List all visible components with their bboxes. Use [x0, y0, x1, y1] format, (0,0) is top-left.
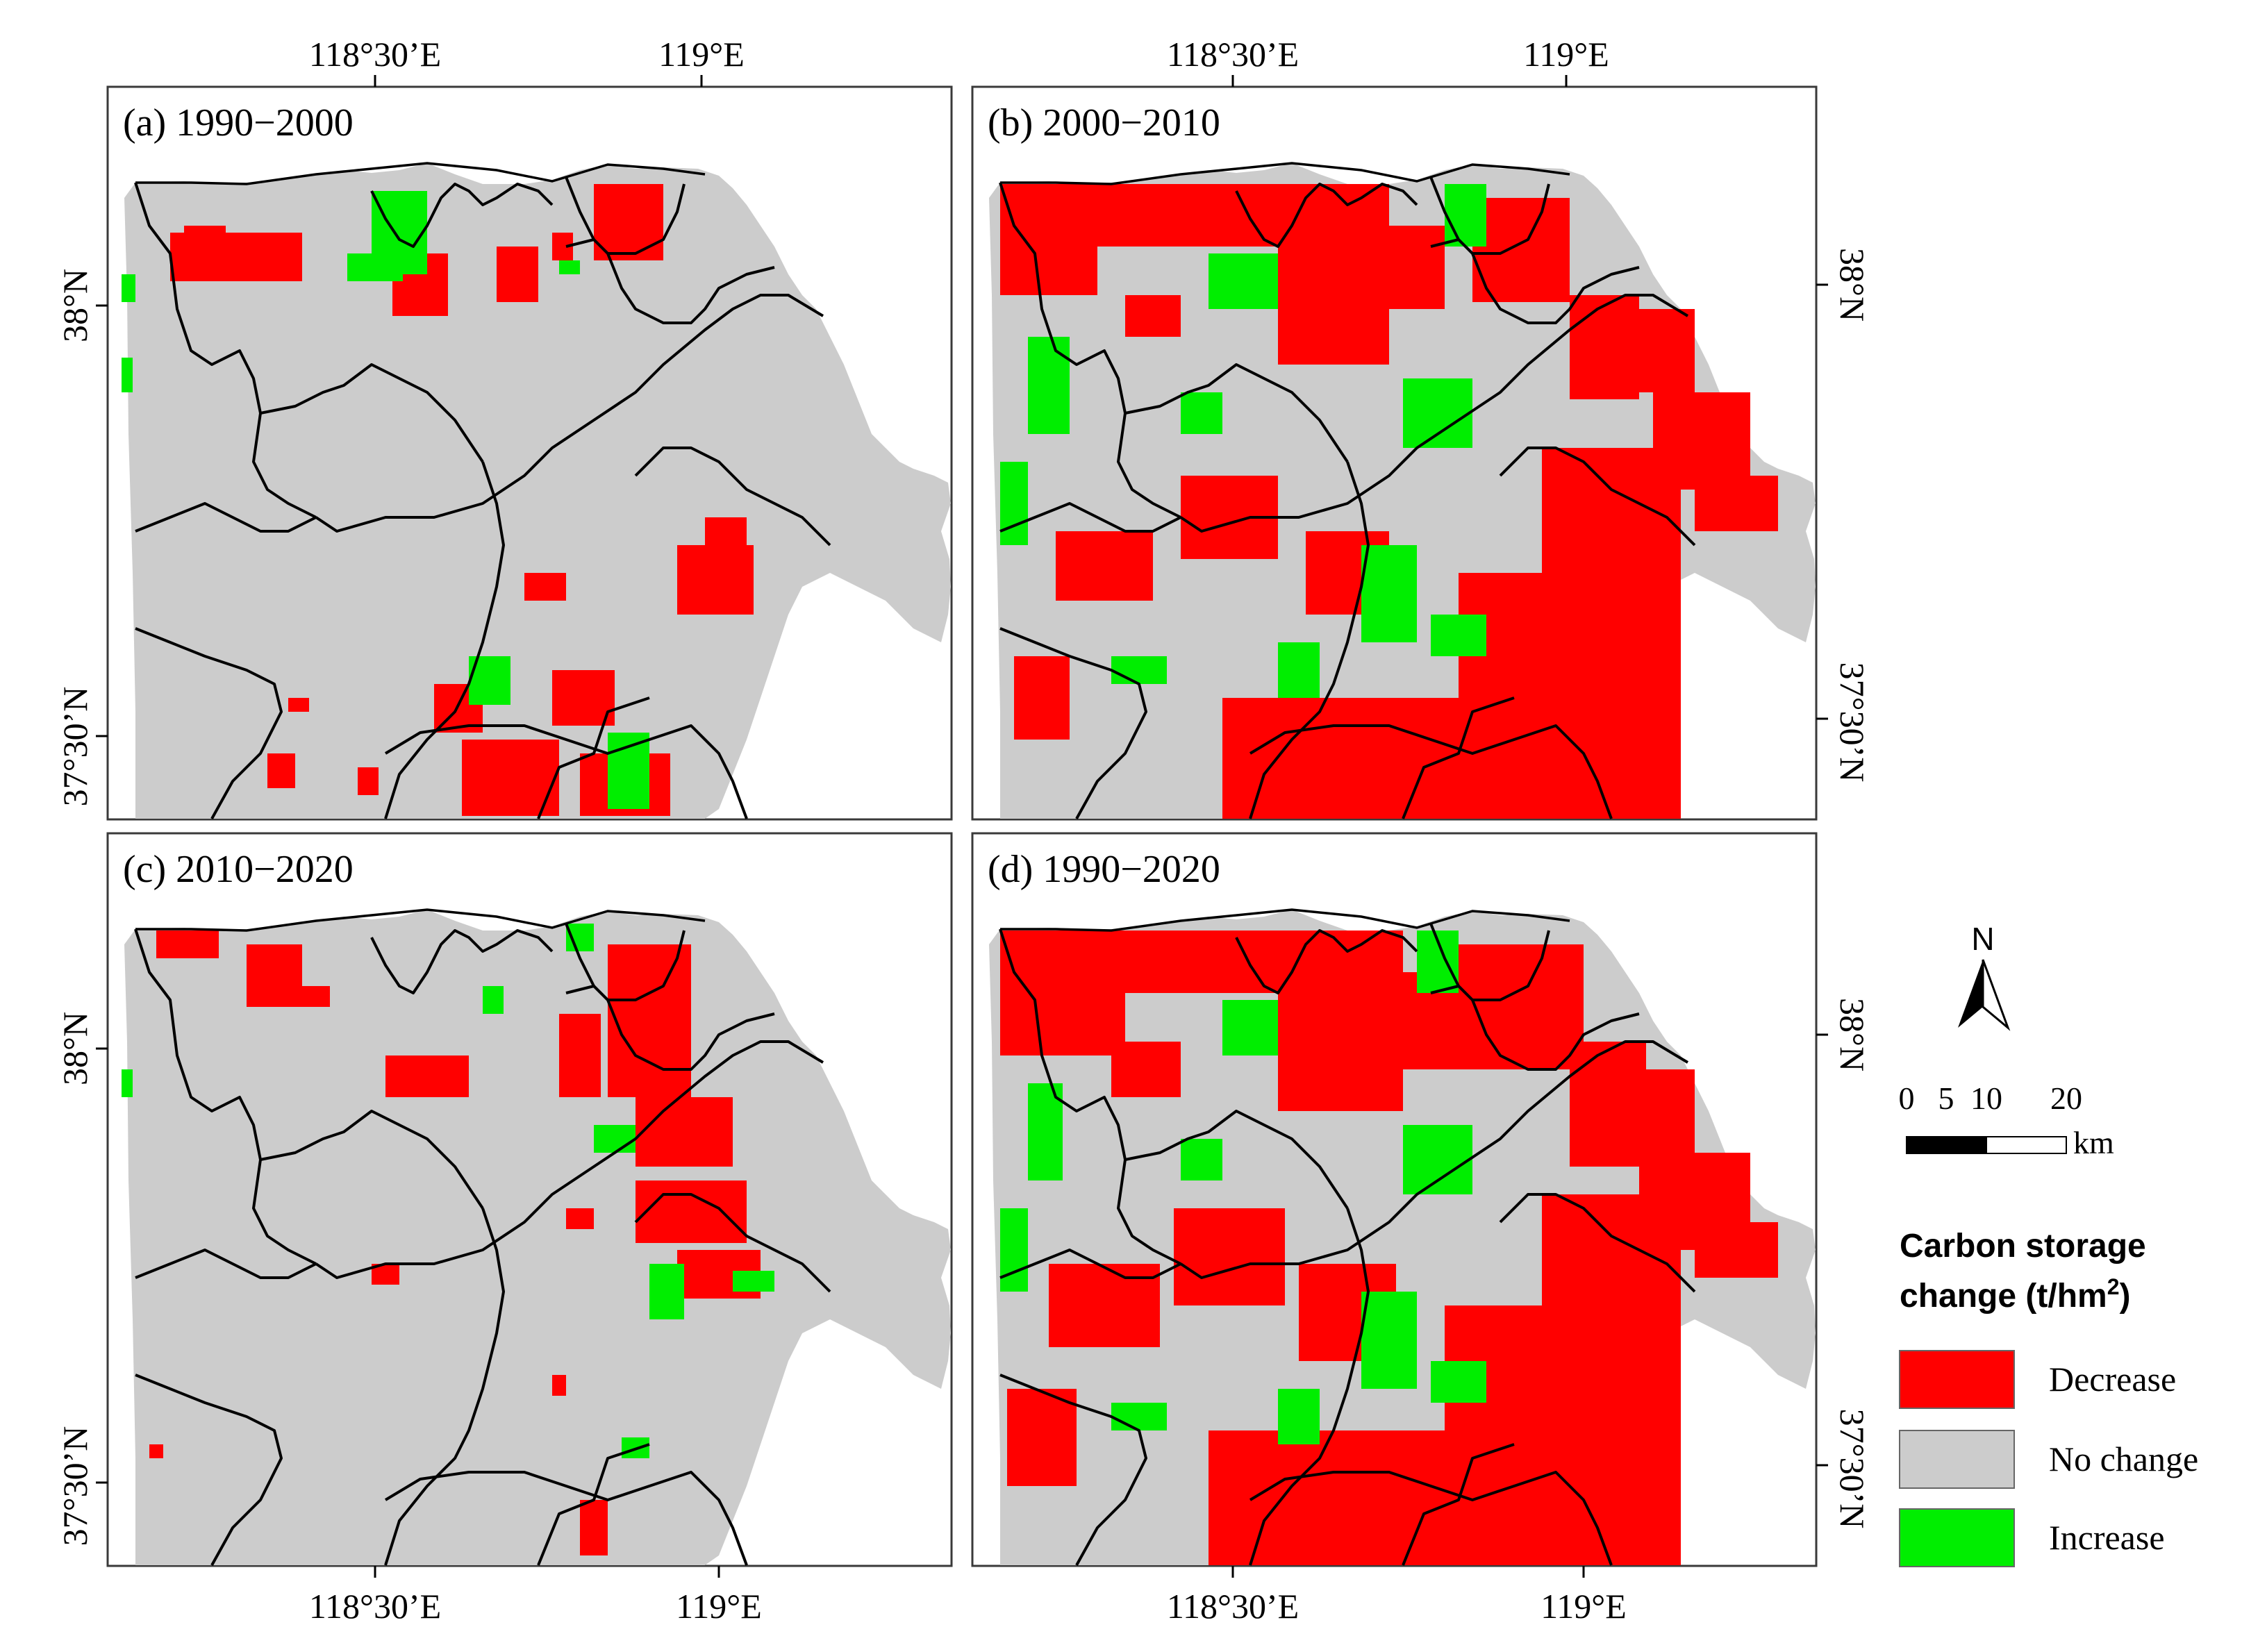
lon-label-a1: 118°30’E: [309, 35, 441, 74]
legend-swatch-decrease: [1899, 1350, 2015, 1409]
legend-title-sup: 2: [2107, 1274, 2120, 1299]
panel-label-d: (d) 1990−2020: [988, 848, 1220, 891]
lat-label-c1: 38°N: [56, 1012, 94, 1085]
scale-tick-0: 0: [1899, 1081, 1915, 1116]
panel-c: (c) 2010−2020: [106, 832, 953, 1567]
lat-label-d2: 37°30’N: [1833, 1409, 1872, 1529]
increase-patches-c: [122, 924, 774, 1458]
lon-label-d1: 118°30’E: [1167, 1587, 1299, 1626]
scale-tick-5: 5: [1938, 1081, 1954, 1116]
bottom-lon-ticks: 118°30’E 119°E 118°30’E 119°E: [309, 1566, 1627, 1626]
legend-title-line1: Carbon storage: [1900, 1228, 2146, 1265]
legend-label-increase: Increase: [2049, 1518, 2165, 1557]
panel-a: (a) 1990−2000: [106, 85, 953, 821]
right-lat-ticks: 38°N 37°30’N 38°N 37°30’N: [1816, 248, 1872, 1528]
panel-b: (b) 2000−2010: [971, 85, 1818, 821]
scale-unit: km: [2073, 1125, 2114, 1160]
lon-label-c2: 119°E: [676, 1587, 762, 1626]
lon-label-b2: 119°E: [1523, 35, 1609, 74]
lon-label-d2: 119°E: [1541, 1587, 1627, 1626]
legend-title-line2: change (t/hm2): [1900, 1274, 2130, 1315]
increase-patches-b: [1000, 184, 1486, 698]
north-arrow: N: [1958, 921, 2011, 1031]
panel-label-a: (a) 1990−2000: [123, 101, 354, 144]
decrease-patches-d: [1000, 931, 1778, 1565]
lon-label-a2: 119°E: [658, 35, 745, 74]
lat-label-c2: 37°30’N: [56, 1426, 94, 1546]
scale-tick-10: 10: [1970, 1081, 2002, 1116]
decrease-patches-b: [1000, 184, 1778, 819]
legend-label-nochange: No change: [2049, 1440, 2198, 1478]
lon-label-b1: 118°30’E: [1167, 35, 1299, 74]
lat-label-d1: 38°N: [1833, 998, 1872, 1071]
lat-label-b1: 38°N: [1833, 248, 1872, 322]
left-lat-ticks: 38°N 37°30’N 38°N 37°30’N: [56, 269, 108, 1546]
legend-swatch-increase: [1899, 1508, 2015, 1567]
legend-label-decrease: Decrease: [2049, 1360, 2176, 1399]
lon-label-c1: 118°30’E: [309, 1587, 441, 1626]
panel-label-c: (c) 2010−2020: [123, 848, 354, 891]
north-label: N: [1971, 921, 1994, 957]
scale-tick-20: 20: [2050, 1081, 2082, 1116]
panel-d: (d) 1990−2020: [971, 832, 1818, 1567]
lat-label-a1: 38°N: [56, 269, 94, 342]
increase-patches-d: [1000, 931, 1486, 1444]
legend: Carbon storage change (t/hm2) Decrease N…: [1899, 1228, 2198, 1567]
legend-swatch-nochange: [1899, 1430, 2015, 1489]
panel-label-b: (b) 2000−2010: [988, 101, 1220, 144]
decrease-patches-c: [149, 931, 761, 1555]
increase-patches-a: [122, 191, 649, 809]
lat-label-b2: 37°30’N: [1833, 662, 1872, 783]
lat-label-a2: 37°30’N: [56, 687, 94, 807]
scale-bar: 0 5 10 20 km: [1899, 1081, 2115, 1160]
top-lon-ticks: 118°30’E 119°E 118°30’E 119°E: [309, 35, 1609, 87]
north-arrow-icon: [1958, 960, 1983, 1028]
